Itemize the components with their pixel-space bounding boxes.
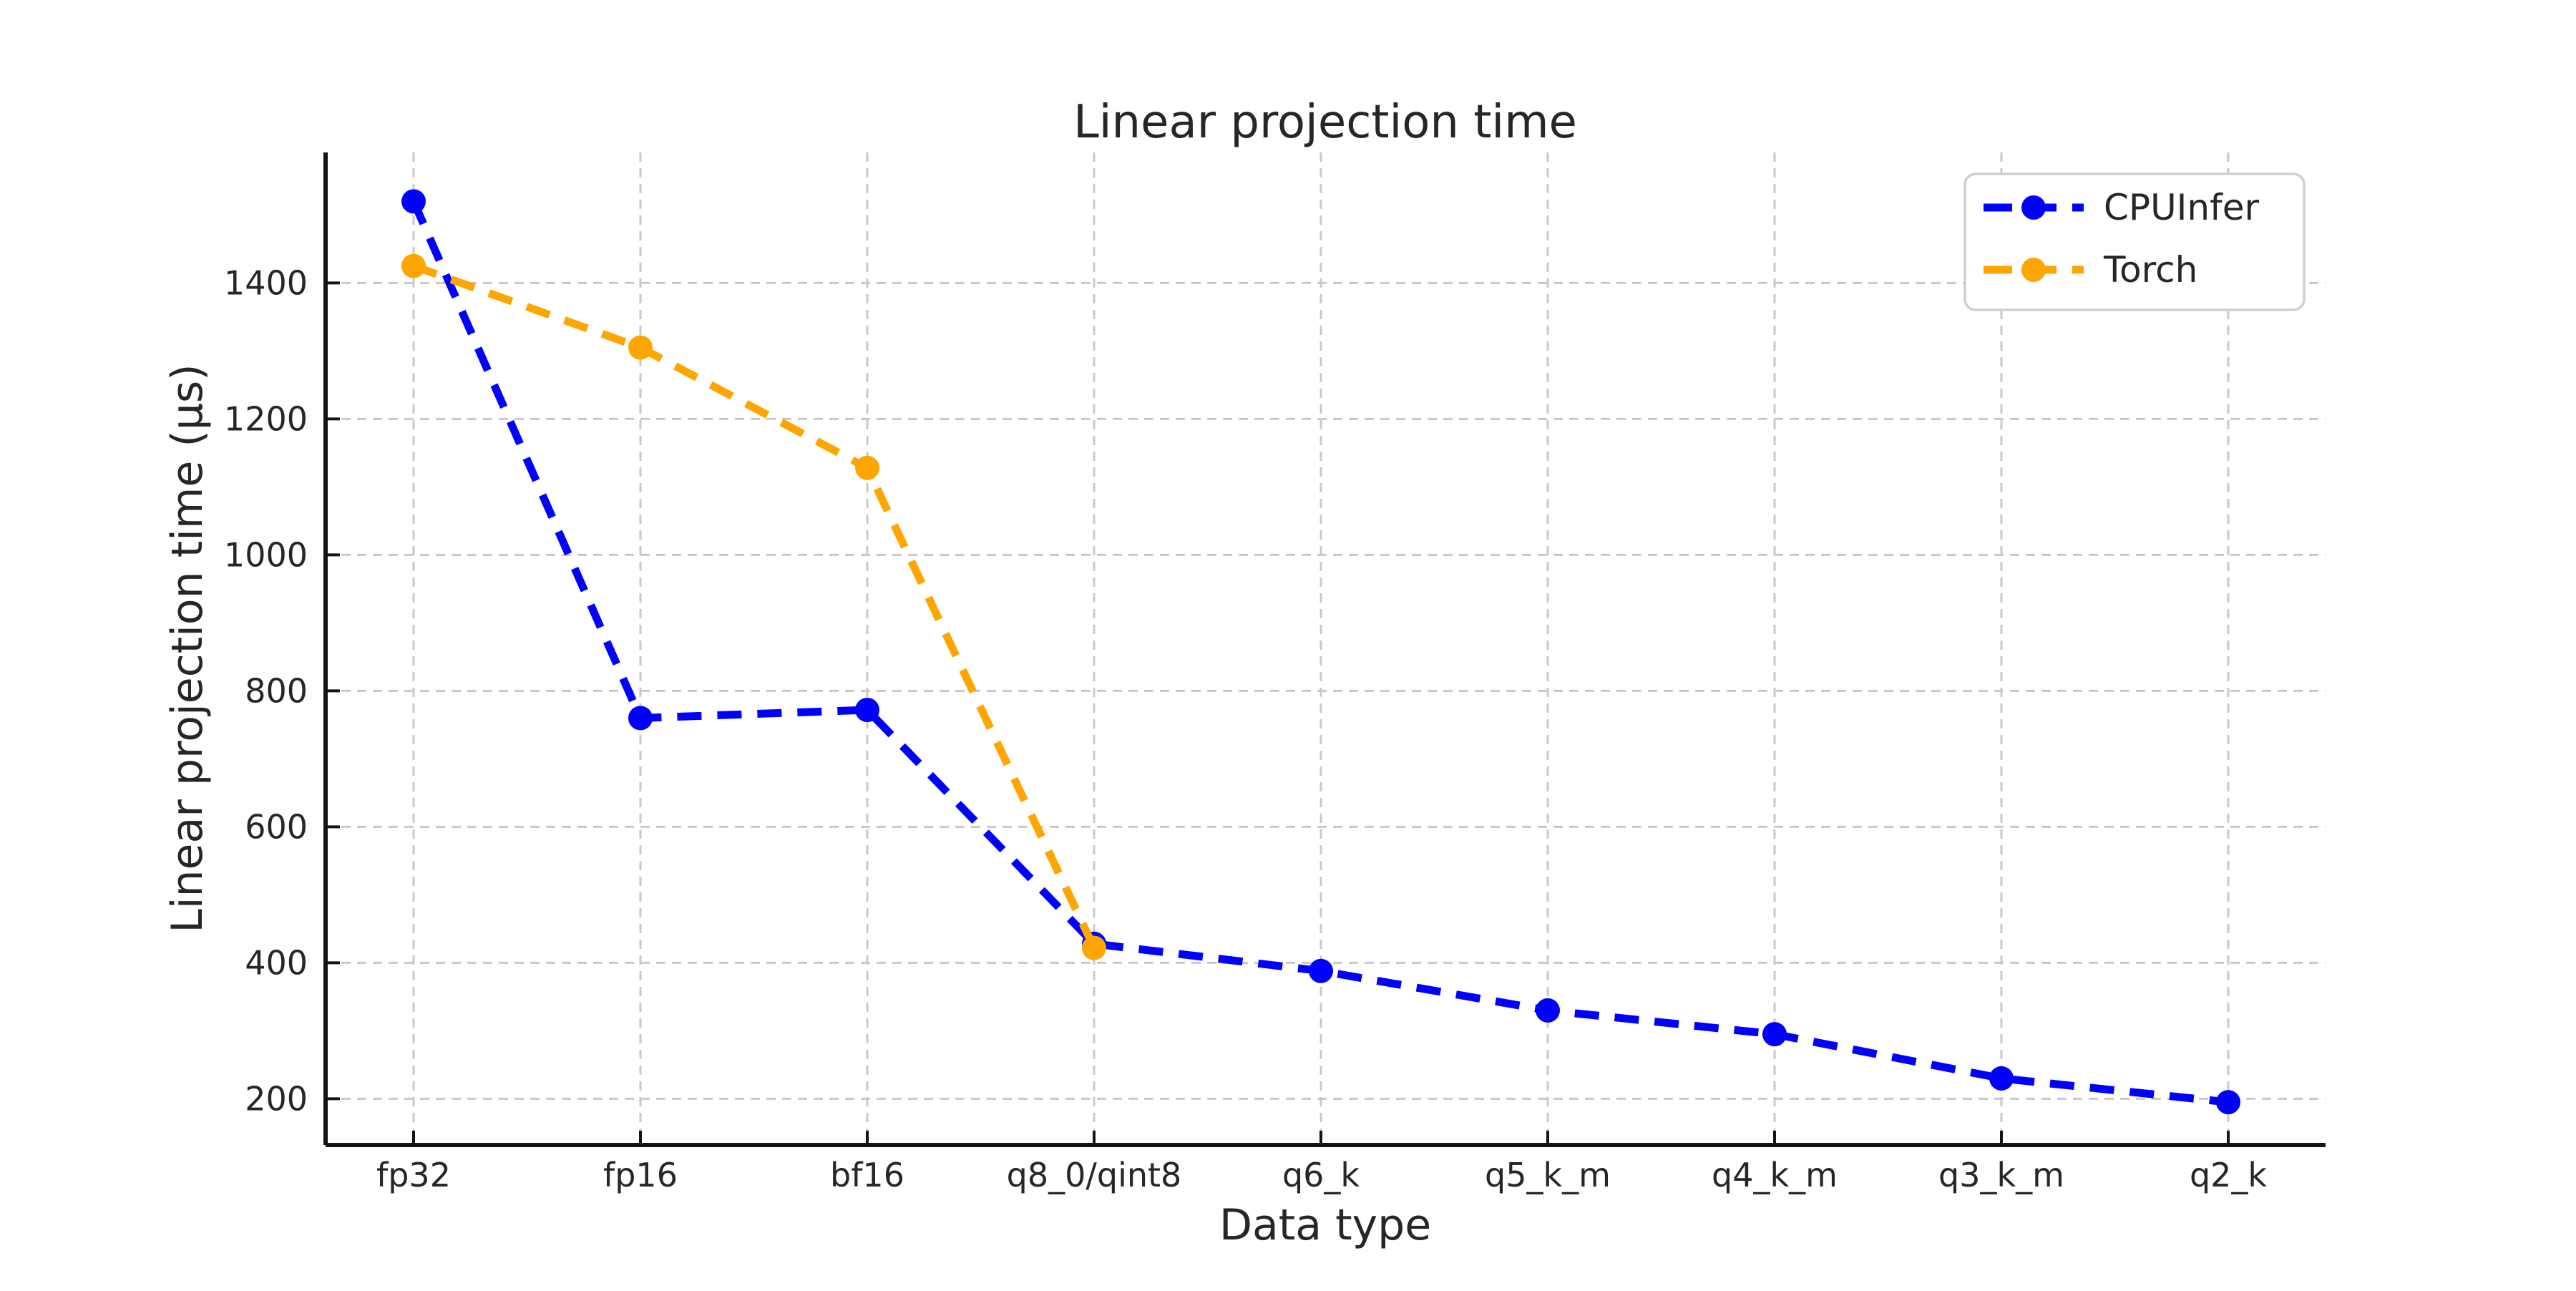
legend-label-cpuinfer: CPUInfer xyxy=(2104,187,2259,228)
legend-label-torch: Torch xyxy=(2103,249,2197,291)
x-tick-label: q4_k_m xyxy=(1712,1156,1838,1194)
y-tick-label: 600 xyxy=(245,807,308,846)
data-point-cpuinfer xyxy=(1309,958,1333,983)
legend-layer: CPUInfer Torch xyxy=(1963,172,2306,311)
y-tick-label: 800 xyxy=(245,671,308,710)
y-tick-label: 1000 xyxy=(224,535,308,574)
x-tick-label: q2_k xyxy=(2190,1156,2267,1194)
x-tick-label: q5_k_m xyxy=(1485,1156,1611,1194)
y-tick-label: 200 xyxy=(245,1079,308,1118)
series-layer xyxy=(401,189,2240,1115)
x-tick-label: q8_0/qint8 xyxy=(1007,1156,1182,1194)
data-point-cpuinfer xyxy=(628,706,653,731)
y-tick-label: 1400 xyxy=(224,263,308,302)
series-line-torch xyxy=(412,262,1098,950)
legend-sample-marker-torch xyxy=(2021,258,2046,282)
x-tick-label: fp16 xyxy=(603,1156,678,1194)
x-tick-label: q3_k_m xyxy=(1938,1156,2064,1194)
data-point-torch xyxy=(401,253,426,278)
data-point-torch xyxy=(628,335,653,360)
y-tick-label: 1200 xyxy=(224,399,308,438)
axes-layer: 200 400 600 800 1000 1200 1400 fp32 fp16 bf16 q8_0… xyxy=(224,152,2326,1194)
data-point-cpuinfer xyxy=(401,189,426,214)
data-point-cpuinfer xyxy=(855,698,879,722)
data-point-cpuinfer xyxy=(2216,1090,2240,1115)
data-point-cpuinfer xyxy=(1762,1022,1787,1047)
chart-title: Linear projection time xyxy=(1073,96,1577,149)
data-point-cpuinfer xyxy=(1989,1066,2014,1091)
legend-sample-marker-cpuinfer xyxy=(2021,195,2046,220)
data-point-torch xyxy=(1082,935,1106,960)
x-axis-label: Data type xyxy=(1219,1200,1431,1250)
data-point-cpuinfer xyxy=(1536,998,1560,1023)
x-tick-label: bf16 xyxy=(830,1156,904,1194)
x-tick-label: fp32 xyxy=(376,1156,451,1194)
x-tick-label: q6_k xyxy=(1282,1156,1360,1194)
y-axis-label: Linear projection time (μs) xyxy=(162,364,213,932)
data-point-torch xyxy=(855,455,879,480)
y-tick-label: 400 xyxy=(245,943,308,982)
